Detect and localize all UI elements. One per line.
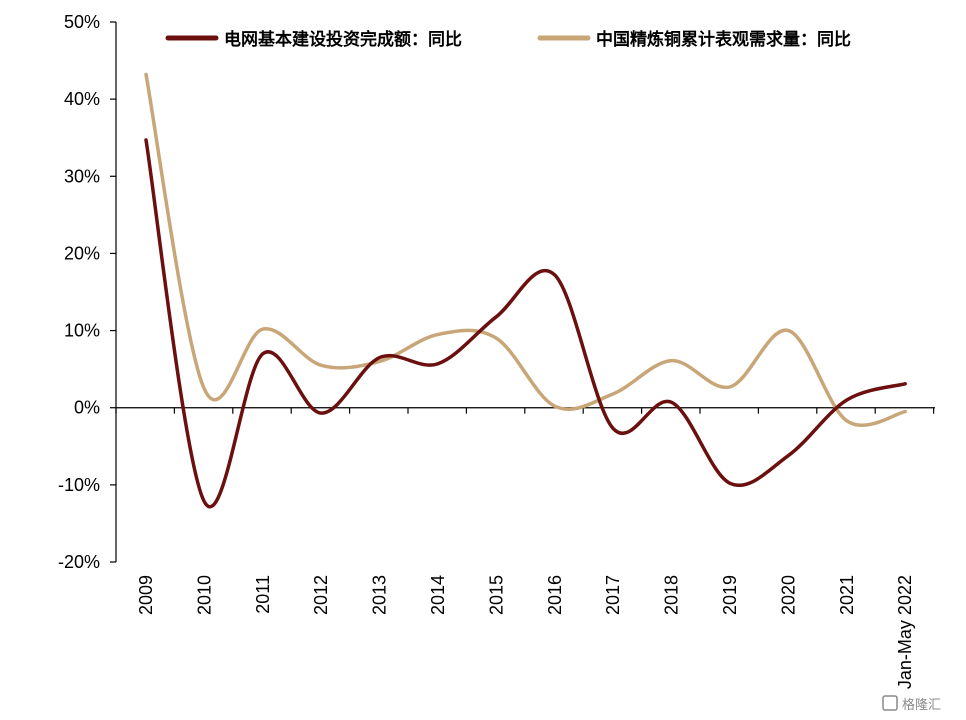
x-tick-label: 2011 <box>253 575 273 614</box>
x-tick-label: 2009 <box>136 575 156 615</box>
watermark-logo-icon <box>882 695 898 711</box>
series-line-grid-investment <box>144 138 907 509</box>
x-tick-label: Jan-May 2022 <box>895 575 915 689</box>
x-tick-label: 2012 <box>311 575 331 615</box>
x-tick-label: 2014 <box>428 575 448 615</box>
axes: -20% -10% 0% 10% 20% 30% 40% 50% 2009 2010 2011 201… <box>58 12 935 689</box>
x-tick-label: 2013 <box>370 575 390 615</box>
x-tick-label: 2016 <box>545 575 565 615</box>
legend-label-copper-demand: 中国精炼铜累计表观需求量：同比 <box>596 29 851 50</box>
x-tick-label: 2017 <box>603 575 623 615</box>
y-tick-label: 30% <box>64 166 100 186</box>
x-tick-label: 2020 <box>778 575 798 615</box>
x-tick-label: 2019 <box>720 575 740 615</box>
y-tick-label: -10% <box>58 475 100 495</box>
x-tick-label: 2015 <box>486 575 506 615</box>
x-tick-label: 2021 <box>837 575 857 615</box>
y-tick-label: 50% <box>64 12 100 32</box>
y-tick-label: 0% <box>74 398 100 418</box>
series-line-copper-demand <box>144 72 907 428</box>
x-tick-label: 2010 <box>194 575 214 615</box>
legend: 电网基本建设投资完成额：同比 中国精炼铜累计表观需求量：同比 <box>165 29 851 50</box>
y-tick-label: 40% <box>64 89 100 109</box>
y-tick-label: 10% <box>64 321 100 341</box>
x-tick-label: 2018 <box>662 575 682 615</box>
watermark: 格隆汇 <box>882 695 941 713</box>
legend-label-grid-investment: 电网基本建设投资完成额：同比 <box>224 29 462 50</box>
y-tick-label: 20% <box>64 243 100 263</box>
y-tick-label: -20% <box>58 552 100 572</box>
watermark-text: 格隆汇 <box>902 697 941 713</box>
series-lines <box>144 72 907 509</box>
